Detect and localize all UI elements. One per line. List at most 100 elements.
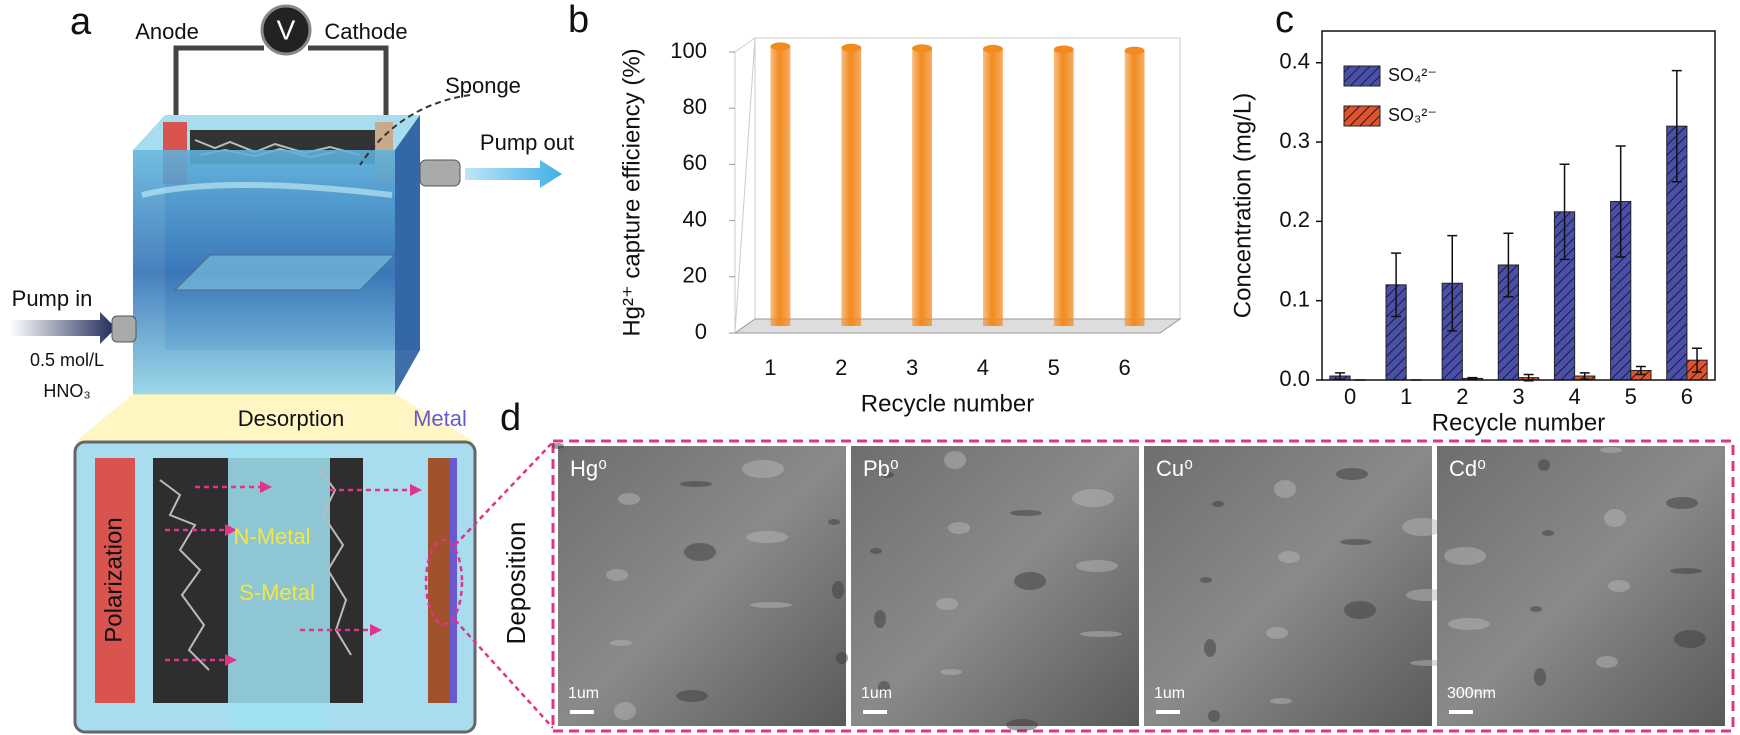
texture (614, 702, 636, 720)
y-tick-label: 0.0 (1279, 366, 1310, 391)
texture (1270, 698, 1292, 704)
texture (1076, 560, 1118, 572)
x-tick-label: 6 (1681, 384, 1693, 409)
texture (1596, 656, 1618, 668)
x-tick-label: 4 (1569, 384, 1581, 409)
legend-swatch (1343, 65, 1381, 87)
y-axis-title: Hg²⁺ capture efficiency (%) (618, 48, 645, 336)
error-bar (1447, 234, 1458, 332)
texture (618, 493, 640, 505)
error-bar (1467, 376, 1478, 380)
y-tick-label: 100 (670, 38, 707, 63)
texture (948, 522, 970, 534)
legend-label: SO₃²⁻ (1388, 105, 1437, 125)
acid-label: HNO₃ (43, 381, 90, 401)
pump-in-label: Pump in (12, 286, 93, 311)
texture (1444, 547, 1486, 565)
texture (1670, 568, 1702, 574)
cylinder (770, 46, 791, 326)
x-tick-label: 4 (977, 355, 989, 380)
error-bar (1503, 232, 1514, 298)
n-metal-label: N-Metal (233, 524, 310, 549)
legend-label: SO₄²⁻ (1388, 65, 1437, 85)
texture (1336, 468, 1368, 480)
texture (874, 610, 886, 628)
cylinder-cap (912, 44, 932, 53)
texture (1266, 627, 1288, 639)
anode-label: Anode (135, 19, 199, 44)
texture (552, 443, 564, 449)
texture (1604, 509, 1626, 527)
texture (606, 569, 628, 581)
cylinder (1124, 50, 1145, 327)
texture (1200, 577, 1212, 583)
texture (832, 581, 844, 599)
texture (1010, 510, 1042, 516)
texture (1452, 689, 1494, 695)
plot-frame (1321, 30, 1716, 381)
texture (1208, 710, 1220, 722)
pump-out-label: Pump out (480, 130, 574, 155)
error-bar (1692, 347, 1703, 373)
texture (1674, 630, 1706, 648)
texture (1344, 601, 1376, 619)
cylinder-cap (841, 43, 862, 52)
texture (1530, 606, 1542, 612)
error-bar (1334, 372, 1345, 380)
texture (1608, 580, 1630, 592)
cylinder-cap (770, 42, 791, 51)
texture (1402, 518, 1444, 536)
panel-label: a (70, 1, 92, 43)
texture (1080, 631, 1122, 637)
x-axis-title: Recycle number (861, 390, 1034, 417)
y-axis-title: Concentration (mg/L) (1229, 93, 1256, 318)
x-tick-label: 6 (1118, 355, 1130, 380)
y-tick-label: 80 (683, 94, 707, 119)
texture (882, 472, 894, 478)
texture (1072, 489, 1114, 507)
y-tick-label: 60 (683, 150, 707, 175)
error-bar (1635, 365, 1646, 376)
cylinder (841, 47, 862, 327)
error-bar (1559, 163, 1570, 261)
texture (936, 598, 958, 610)
x-tick-label: 3 (906, 355, 918, 380)
error-bar (1671, 69, 1682, 183)
x-tick-label: 0 (1344, 384, 1356, 409)
scale-label: 1um (1154, 685, 1185, 702)
voltmeter-label: V (277, 14, 296, 45)
texture (1538, 459, 1550, 471)
y-tick-label: 0.2 (1279, 207, 1310, 232)
panel-label: d (500, 397, 521, 439)
texture (610, 640, 632, 646)
s-metal-label: S-Metal (239, 580, 315, 605)
texture (1542, 530, 1554, 536)
polarization-label: Polarization (100, 517, 127, 642)
cylinder-cap (1053, 45, 1074, 54)
sponge-label: Sponge (445, 73, 521, 98)
error-bar (1579, 372, 1590, 380)
texture (750, 602, 792, 608)
texture (1278, 551, 1300, 563)
scale-label: 1um (568, 685, 599, 702)
back-wall (734, 37, 1181, 334)
texture (828, 519, 840, 525)
error-bar (1615, 145, 1626, 258)
micrograph-label: Pb⁰ (863, 456, 899, 481)
micrograph (1437, 446, 1725, 726)
scale-label: 300nm (1447, 685, 1496, 702)
panel-label: c (1275, 0, 1294, 41)
texture (684, 543, 716, 561)
cylinder-cap (983, 44, 1003, 53)
texture (1340, 539, 1372, 545)
texture (1204, 639, 1216, 657)
micrograph (558, 446, 846, 726)
floor (733, 318, 1182, 334)
x-tick-label: 2 (1456, 384, 1468, 409)
micrograph-label: Hg⁰ (570, 456, 607, 481)
x-axis-title: Recycle number (1432, 409, 1605, 436)
panel-label: b (568, 0, 589, 41)
y-tick-label: 20 (683, 263, 707, 288)
metal-label: Metal (413, 406, 467, 431)
